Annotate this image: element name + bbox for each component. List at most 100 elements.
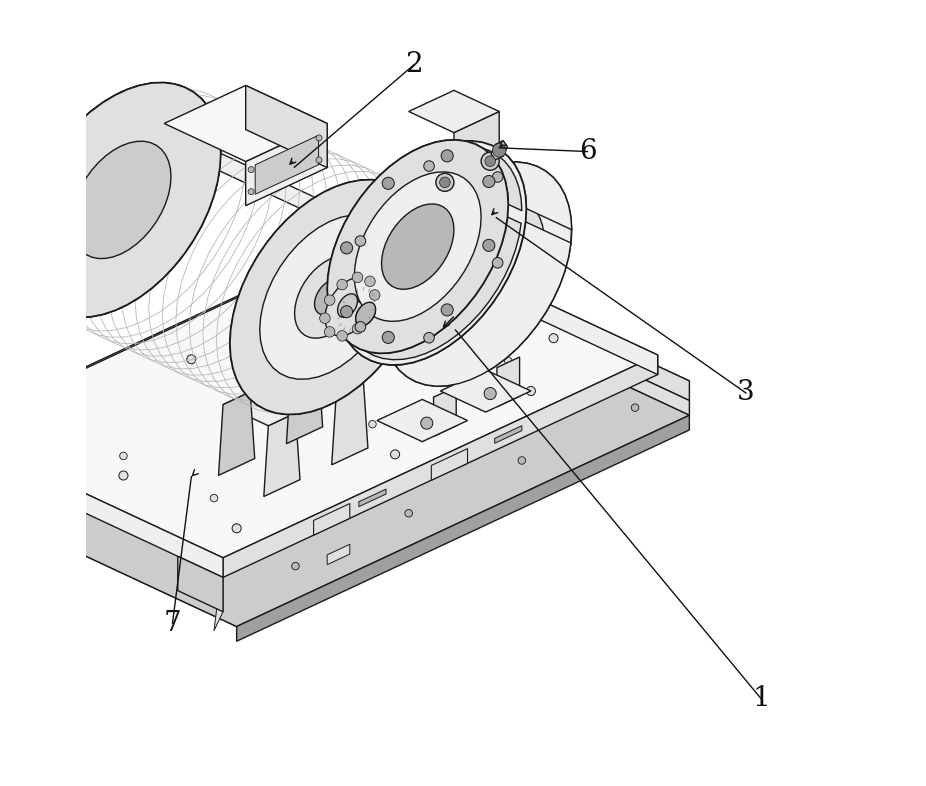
Polygon shape (377, 399, 468, 442)
Polygon shape (245, 86, 327, 167)
Circle shape (441, 150, 453, 162)
Circle shape (424, 332, 434, 343)
Circle shape (119, 471, 128, 480)
Polygon shape (363, 173, 499, 333)
Circle shape (413, 333, 422, 343)
Circle shape (632, 404, 639, 411)
Circle shape (322, 292, 332, 300)
Text: 3: 3 (737, 380, 755, 406)
Polygon shape (294, 256, 364, 338)
Circle shape (352, 272, 363, 283)
Polygon shape (400, 215, 463, 290)
Polygon shape (314, 504, 350, 535)
Circle shape (382, 178, 394, 189)
Polygon shape (0, 464, 237, 626)
Circle shape (414, 314, 421, 322)
Polygon shape (433, 387, 457, 436)
Circle shape (187, 354, 196, 364)
Circle shape (352, 323, 363, 334)
Circle shape (526, 387, 535, 395)
Circle shape (365, 276, 375, 287)
Polygon shape (178, 556, 223, 612)
Text: 7: 7 (164, 610, 181, 637)
Polygon shape (214, 558, 223, 630)
Polygon shape (223, 355, 657, 578)
Polygon shape (356, 303, 376, 325)
Circle shape (248, 167, 254, 173)
Circle shape (484, 387, 496, 399)
Polygon shape (237, 381, 689, 612)
Polygon shape (71, 141, 171, 259)
Polygon shape (237, 415, 689, 641)
Polygon shape (325, 277, 375, 336)
Circle shape (391, 450, 400, 459)
Polygon shape (286, 360, 322, 444)
Circle shape (485, 156, 495, 167)
Polygon shape (382, 162, 571, 386)
Polygon shape (408, 90, 499, 133)
Circle shape (505, 357, 512, 365)
Polygon shape (432, 449, 468, 480)
Polygon shape (355, 172, 482, 321)
Polygon shape (164, 86, 327, 161)
Circle shape (436, 281, 444, 290)
Circle shape (210, 494, 218, 502)
Circle shape (278, 378, 286, 386)
Polygon shape (223, 392, 295, 426)
Polygon shape (21, 83, 429, 414)
Circle shape (482, 239, 494, 252)
Polygon shape (327, 140, 522, 360)
Polygon shape (441, 370, 531, 412)
Circle shape (436, 173, 454, 191)
Circle shape (493, 144, 506, 157)
Polygon shape (386, 228, 657, 375)
Polygon shape (494, 426, 522, 443)
Circle shape (337, 331, 347, 341)
Circle shape (232, 523, 241, 533)
Polygon shape (0, 431, 223, 578)
Circle shape (493, 171, 503, 182)
Circle shape (292, 562, 299, 570)
Polygon shape (219, 392, 255, 476)
Polygon shape (327, 140, 508, 354)
Circle shape (319, 313, 331, 324)
Circle shape (405, 509, 412, 517)
Circle shape (365, 308, 375, 318)
Polygon shape (336, 141, 571, 386)
Polygon shape (336, 141, 526, 365)
Circle shape (420, 417, 432, 429)
Polygon shape (408, 194, 544, 354)
Circle shape (424, 161, 434, 171)
Circle shape (341, 306, 353, 318)
Polygon shape (491, 141, 507, 160)
Polygon shape (21, 83, 220, 318)
Polygon shape (256, 135, 319, 194)
Polygon shape (382, 204, 454, 289)
Text: 6: 6 (579, 138, 596, 165)
Polygon shape (332, 381, 368, 465)
Polygon shape (359, 489, 386, 507)
Polygon shape (372, 233, 689, 401)
Circle shape (482, 175, 494, 188)
Polygon shape (0, 267, 689, 626)
Circle shape (316, 135, 322, 141)
Circle shape (482, 152, 499, 171)
Circle shape (278, 397, 286, 406)
Circle shape (324, 295, 335, 306)
Polygon shape (0, 233, 689, 592)
Polygon shape (454, 112, 499, 196)
Circle shape (369, 290, 380, 300)
Polygon shape (291, 360, 363, 394)
Circle shape (248, 189, 254, 195)
Polygon shape (230, 180, 429, 414)
Circle shape (441, 304, 453, 316)
Polygon shape (237, 401, 689, 626)
Polygon shape (264, 413, 300, 497)
Polygon shape (372, 252, 689, 415)
Polygon shape (259, 215, 399, 379)
Circle shape (337, 279, 347, 290)
Circle shape (356, 321, 366, 332)
Circle shape (440, 177, 450, 188)
Circle shape (316, 157, 322, 163)
Text: 2: 2 (406, 51, 423, 79)
